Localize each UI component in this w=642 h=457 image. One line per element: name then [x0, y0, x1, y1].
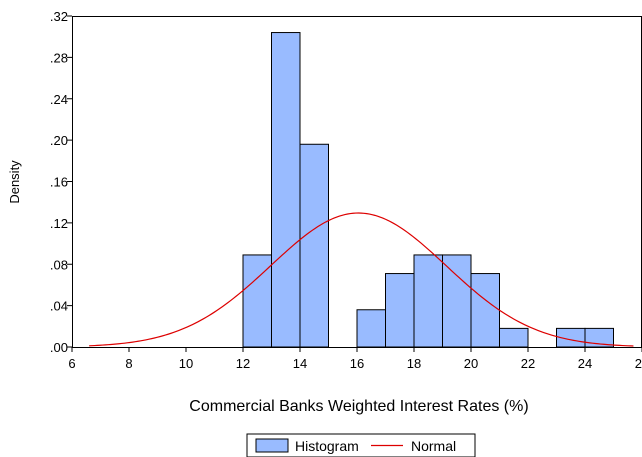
x-tick-label: 18: [407, 356, 421, 371]
x-axis-ticks: 6 8 10 12 14 16 18 20 22 24 26: [68, 347, 642, 371]
y-tick-label: .28: [50, 50, 68, 65]
legend-histogram-label: Histogram: [295, 438, 359, 454]
y-tick-label: .32: [50, 9, 68, 24]
plot-frame: [72, 16, 642, 348]
y-tick-label: .24: [50, 92, 68, 107]
histogram-bar: [299, 143, 329, 348]
y-tick-label: .20: [50, 133, 68, 148]
x-tick-label: 26: [635, 356, 642, 371]
histogram-bar: [356, 309, 386, 348]
y-tick-label: .04: [50, 299, 68, 314]
x-tick-label: 8: [125, 356, 132, 371]
y-tick-label: .16: [50, 175, 68, 190]
legend: Histogram Normal: [246, 433, 476, 457]
legend-normal-label: Normal: [411, 438, 456, 454]
x-tick-label: 20: [464, 356, 478, 371]
y-tick-label: .08: [50, 257, 68, 272]
x-tick-label: 24: [578, 356, 592, 371]
y-tick-label: .12: [50, 216, 68, 231]
x-tick-label: 16: [350, 356, 364, 371]
legend-histogram-swatch: [255, 438, 289, 453]
x-tick-label: 10: [179, 356, 193, 371]
x-tick-label: 12: [236, 356, 250, 371]
histogram-bars: [242, 32, 614, 348]
histogram-bar: [413, 254, 443, 348]
y-axis-ticks: .00 .04 .08 .12 .16 .20 .24 .28 .32: [50, 9, 72, 355]
histogram-bar: [271, 32, 301, 348]
normal-curve-line: [89, 212, 634, 347]
x-tick-label: 14: [293, 356, 307, 371]
histogram-bar: [242, 254, 272, 348]
y-axis-title: Density: [7, 160, 22, 204]
x-axis-title: Commercial Banks Weighted Interest Rates…: [189, 398, 528, 415]
histogram-bar: [385, 273, 415, 348]
histogram-bar: [442, 254, 472, 348]
y-tick-label: .00: [50, 340, 68, 355]
histogram-bar: [499, 327, 529, 348]
legend-frame: [246, 433, 476, 457]
x-tick-label: 22: [521, 356, 535, 371]
histogram-bar: [470, 273, 500, 348]
x-tick-label: 6: [68, 356, 75, 371]
